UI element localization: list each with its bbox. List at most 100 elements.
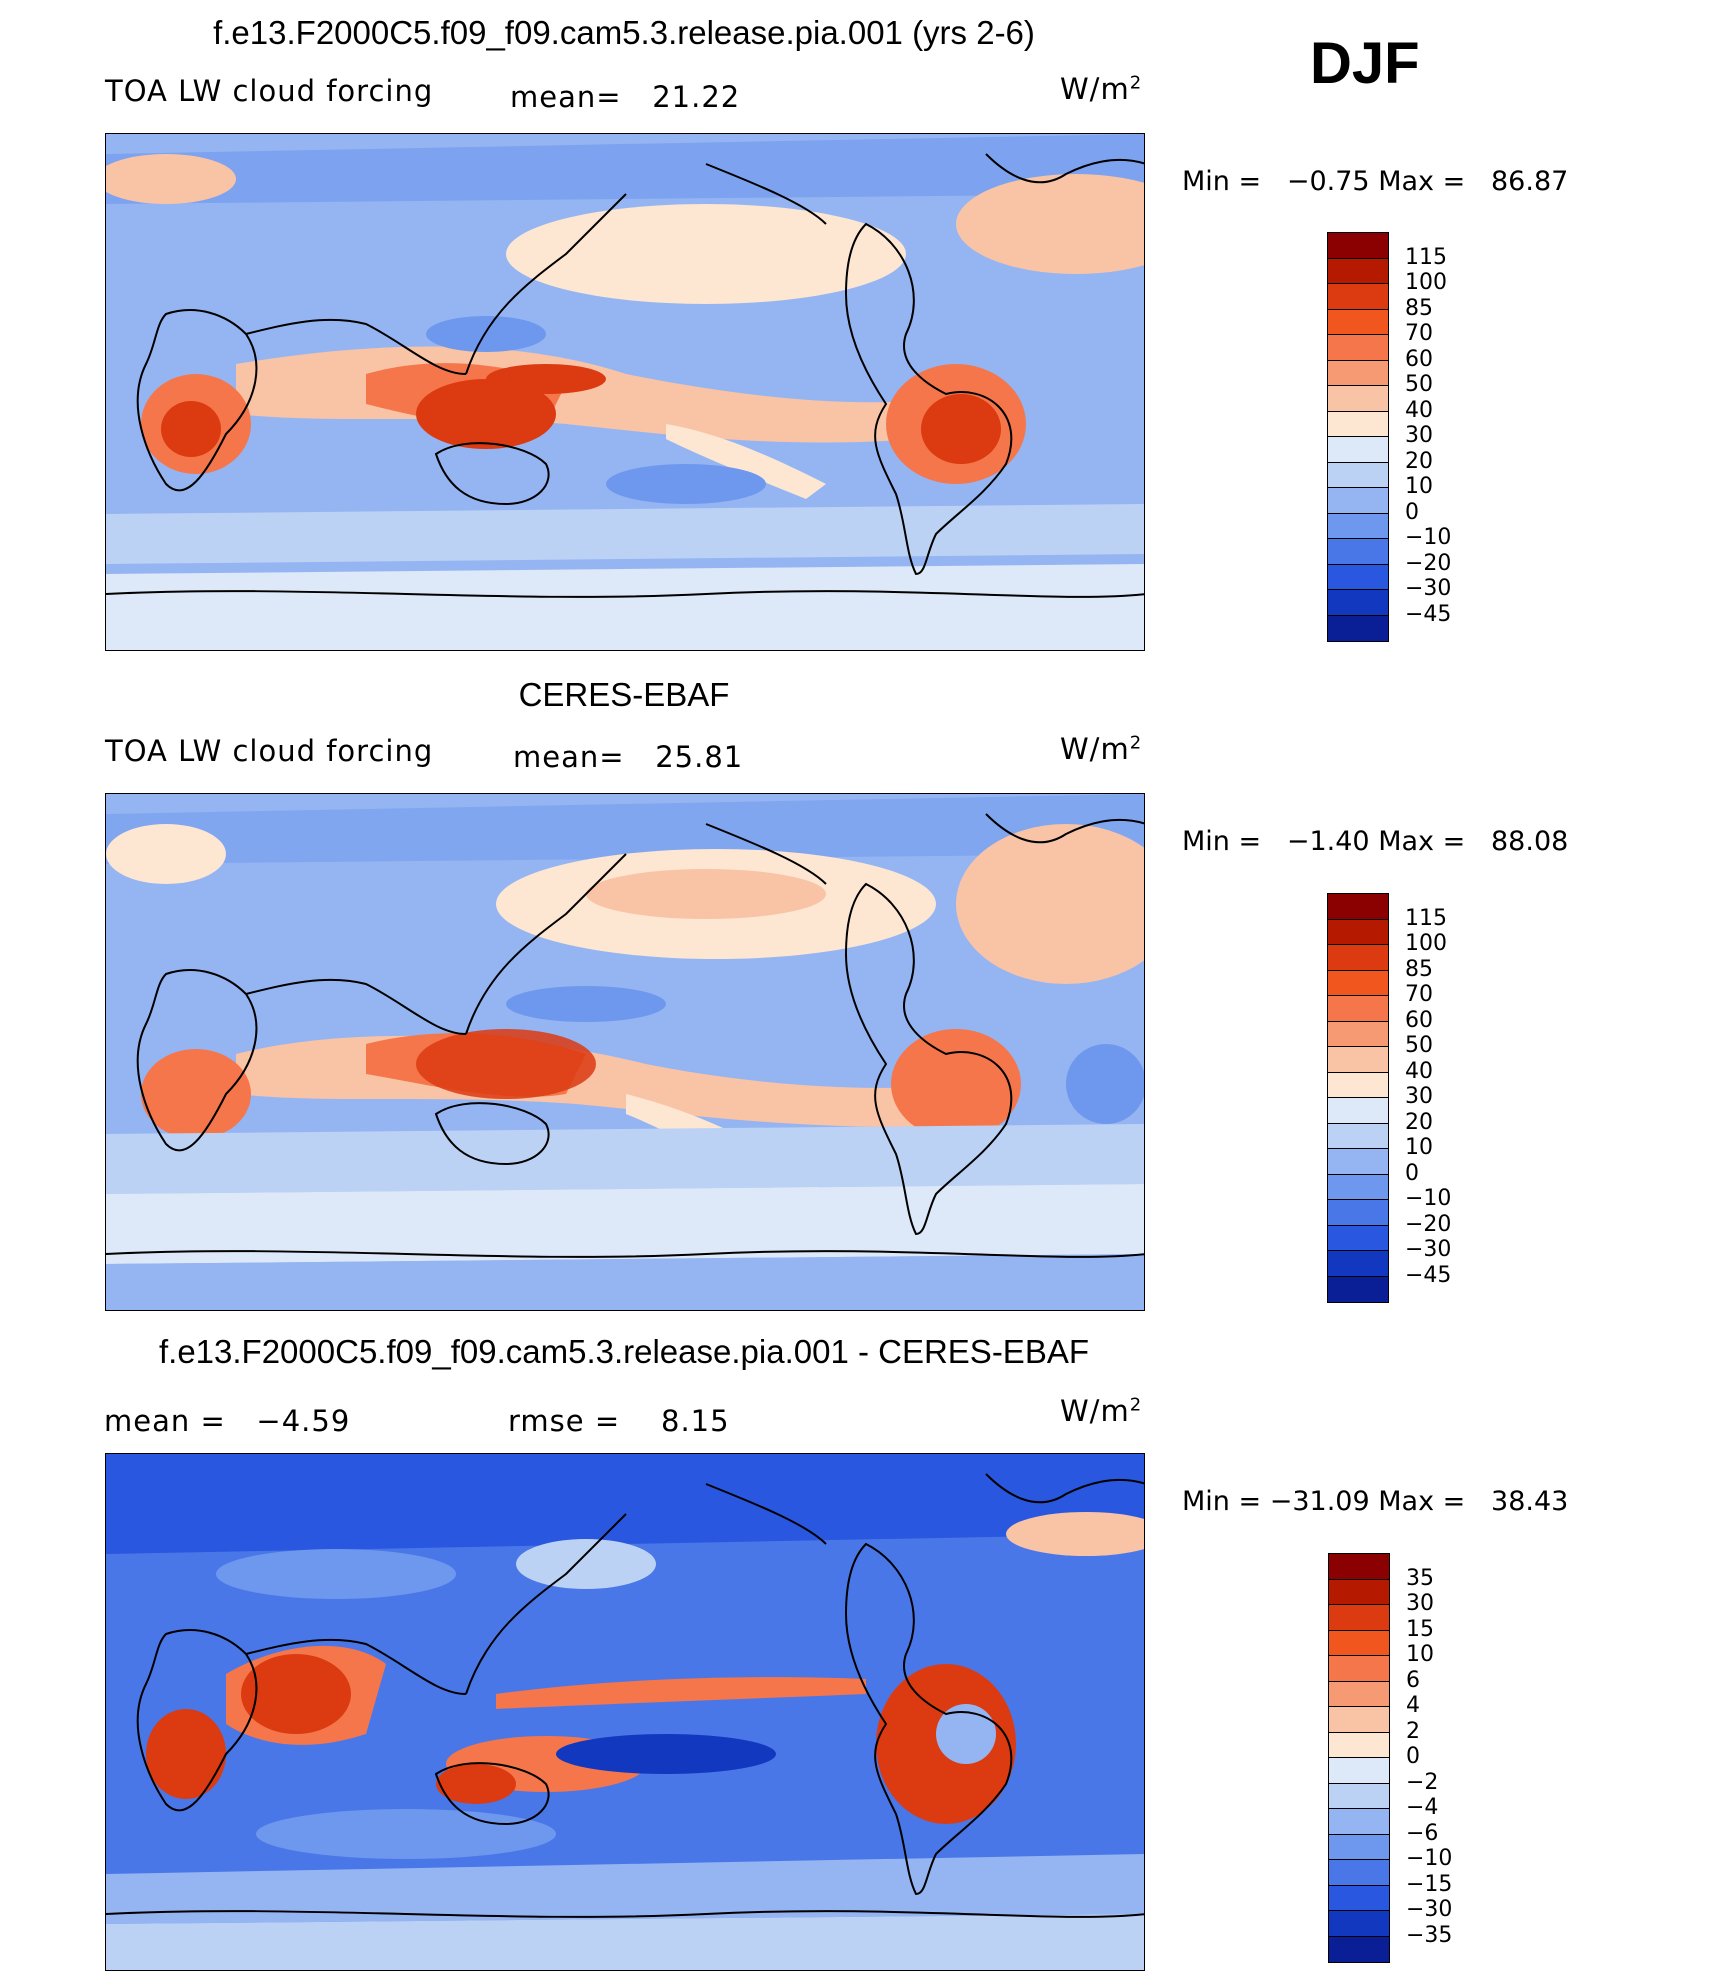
season-label: DJF [1310,31,1420,96]
colorbar-tick-label: 115 [1405,244,1447,270]
colorbar-tick-label: −4 [1406,1795,1439,1820]
panel-3-map [105,1453,1145,1971]
colorbar-swatch [1328,462,1388,488]
panel-1-max-value: 86.87 [1491,166,1569,197]
colorbar-swatch [1329,1860,1389,1886]
panel-2-max-label: Max = [1378,826,1466,857]
panel-2-mean-text: mean= [513,740,625,774]
colorbar-tick-label: −35 [1406,1922,1453,1948]
colorbar-swatch [1328,437,1388,463]
panel-2-max-value: 88.08 [1491,826,1569,857]
colorbar-tick-label: 60 [1405,1007,1433,1033]
colorbar-swatch [1328,309,1388,335]
colorbar-tick-label: 100 [1405,270,1447,295]
colorbar-swatch [1329,1809,1389,1835]
panel-3-rmse-value: 8.15 [661,1404,730,1438]
colorbar-tick-label: 60 [1405,346,1433,372]
colorbar-tick-label: −30 [1405,576,1452,601]
panel-1-title: f.e13.F2000C5.f09_f09.cam5.3.release.pia… [213,14,1035,51]
panel-1-mean-value: 21.22 [652,80,741,114]
colorbar-tick-label: −10 [1405,1186,1452,1211]
panel-2-colorbar [1327,893,1389,1303]
units-superscript: 2 [1129,72,1143,94]
colorbar-tick-label: 10 [1406,1642,1434,1667]
colorbar-swatch [1329,1707,1389,1733]
colorbar-tick-label: 0 [1405,1160,1419,1186]
panel-3-colorbar [1328,1553,1390,1963]
colorbar-tick-label: 2 [1406,1718,1420,1744]
colorbar-swatch [1328,970,1388,996]
colorbar-swatch [1329,1656,1389,1682]
colorbar-swatch [1329,1579,1389,1605]
panel-3-rmse-text: rmse = [508,1404,621,1438]
colorbar-swatch [1328,919,1388,945]
panel-1-min-value: −0.75 [1286,166,1370,197]
panel-1-map-svg [106,134,1144,650]
colorbar-swatch [1329,1732,1389,1758]
colorbar-swatch [1328,590,1388,616]
colorbar-swatch [1328,1225,1388,1251]
colorbar-tick-label: 10 [1405,474,1433,499]
colorbar-swatch [1328,258,1388,284]
colorbar-swatch [1328,1123,1388,1149]
colorbar-tick-label: 50 [1405,372,1433,397]
colorbar-tick-label: 100 [1405,931,1447,956]
units-superscript: 2 [1129,1394,1143,1416]
colorbar-tick-label: 115 [1405,905,1447,931]
colorbar-swatch [1328,1072,1388,1098]
panel-3-mean-label: mean = −4.59 [104,1404,350,1438]
panel-3-mean-value: −4.59 [256,1404,351,1438]
colorbar-swatch [1328,996,1388,1022]
colorbar-swatch [1328,1021,1388,1047]
colorbar-tick-label: 0 [1406,1744,1420,1769]
panel-3-min-label: Min = [1182,1486,1262,1517]
units-superscript: 2 [1129,732,1143,754]
units-text: W/m [1060,1394,1130,1428]
colorbar-tick-label: 20 [1405,1109,1433,1135]
colorbar-swatch [1328,1276,1388,1302]
colorbar-swatch [1328,411,1388,437]
colorbar-swatch [1329,1554,1389,1580]
panel-2-min-label: Min = [1182,826,1262,857]
panel-3-max-value: 38.43 [1491,1486,1569,1517]
colorbar-swatch [1328,1098,1388,1124]
colorbar-swatch [1328,488,1388,514]
colorbar-tick-label: 0 [1405,499,1419,525]
colorbar-swatch [1329,1911,1389,1937]
colorbar-tick-label: −2 [1406,1769,1439,1795]
panel-1-mean-text: mean= [510,80,622,114]
colorbar-tick-label: −20 [1405,1211,1452,1237]
panel-1-mean-label: mean= 21.22 [510,80,740,114]
colorbar-swatch [1328,1047,1388,1073]
colorbar-swatch [1328,513,1388,539]
colorbar-tick-label: 85 [1405,956,1433,982]
colorbar-tick-label: 30 [1406,1591,1434,1616]
colorbar-swatch [1329,1783,1389,1809]
colorbar-tick-label: −20 [1405,550,1452,576]
colorbar-swatch [1328,335,1388,361]
colorbar-tick-label: −45 [1405,601,1452,627]
colorbar-swatch [1329,1885,1389,1911]
colorbar-swatch [1328,894,1388,920]
colorbar-tick-label: 35 [1406,1565,1434,1591]
panel-2-mean-label: mean= 25.81 [513,740,743,774]
colorbar-swatch [1328,386,1388,412]
panel-2-variable-label: TOA LW cloud forcing [105,734,434,768]
colorbar-tick-label: −15 [1406,1871,1453,1897]
colorbar-tick-label: 40 [1405,1058,1433,1084]
colorbar-swatch [1328,284,1388,310]
colorbar-tick-label: 70 [1405,321,1433,346]
panel-2-title: CERES-EBAF [518,676,730,713]
units-text: W/m [1060,732,1130,766]
colorbar-swatch [1328,945,1388,971]
colorbar-tick-label: 15 [1406,1616,1434,1642]
colorbar-swatch [1329,1630,1389,1656]
colorbar-tick-label: 85 [1405,295,1433,321]
panel-2-map-svg [106,794,1144,1310]
colorbar-swatch [1329,1936,1389,1962]
panel-1-variable-label: TOA LW cloud forcing [105,74,434,108]
panel-3-minmax: Min = −31.09 Max = 38.43 [1182,1486,1568,1517]
colorbar-tick-label: 10 [1405,1135,1433,1160]
panel-1-map [105,133,1145,651]
units-text: W/m [1060,72,1130,106]
